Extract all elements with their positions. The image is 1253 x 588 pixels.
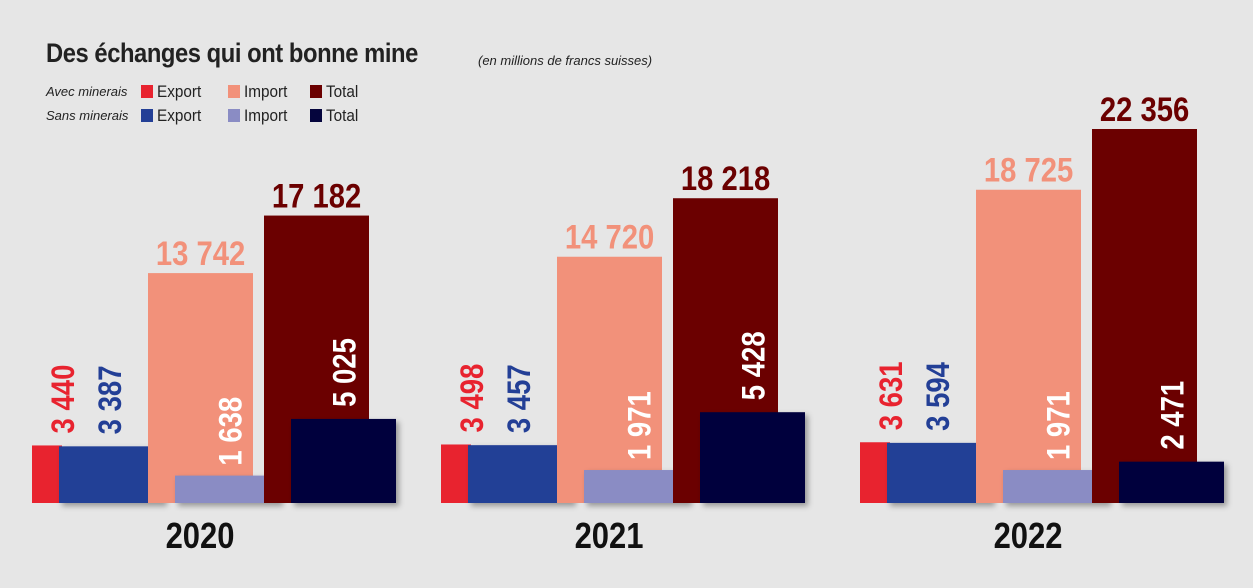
legend-swatch-sans-total [310,109,322,122]
bar-sans-total-2021 [700,412,805,503]
label-sans-import-2022: 1 971 [1042,391,1077,460]
year-label-2022: 2022 [994,517,1063,557]
label-sans-export-2020: 3 387 [93,365,128,434]
chart-subtitle: (en millions de francs suisses) [478,53,653,68]
bar-avec-export-2020 [32,445,62,503]
label-sans-total-2022: 2 471 [1156,381,1191,450]
label-sans-import-2021: 1 971 [623,391,658,460]
year-label-2020: 2020 [166,517,235,557]
bar-avec-import-2022 [976,189,1081,503]
label-avec-export-2022: 3 631 [874,361,909,430]
legend-label-avec-total: Total [326,82,359,101]
label-avec-import-2020: 13 742 [156,234,245,273]
legend-label-avec-export: Export [157,82,202,101]
label-avec-total-2020: 17 182 [272,176,361,215]
legend-group-label-avec: Avec minerais [46,84,128,99]
chart-title: Des échanges qui ont bonne mine [46,38,418,68]
bar-sans-export-2022 [887,442,992,503]
label-avec-import-2022: 18 725 [984,151,1073,190]
label-avec-export-2021: 3 498 [455,364,490,433]
bar-avec-import-2021 [557,256,662,503]
legend-swatch-avec-export [141,85,153,98]
legend-swatch-sans-export [141,109,153,122]
bar-sans-total-2020 [291,418,396,503]
label-avec-total-2021: 18 218 [681,159,770,198]
title-row: Des échanges qui ont bonne mine (en mill… [46,38,652,69]
year-label-2021: 2021 [575,517,644,557]
label-avec-export-2020: 3 440 [46,365,81,434]
legend-label-sans-export: Export [157,106,202,125]
bar-sans-export-2021 [468,445,573,503]
bar-sans-import-2021 [584,470,689,503]
bar-sans-import-2022 [1003,470,1108,503]
bar-avec-export-2021 [441,444,471,503]
legend-group-label-sans: Sans minerais [46,108,129,123]
legend-swatch-avec-import [228,85,240,98]
bar-avec-total-2022 [1092,129,1197,503]
bar-avec-export-2022 [860,442,890,503]
label-sans-total-2020: 5 025 [328,338,363,407]
legend-swatch-sans-import [228,109,240,122]
label-sans-export-2021: 3 457 [502,364,537,433]
bar-sans-total-2022 [1119,461,1224,503]
legend-label-sans-import: Import [244,106,288,125]
bar-avec-import-2020 [148,273,253,503]
label-sans-total-2021: 5 428 [737,331,772,400]
label-avec-import-2021: 14 720 [565,218,654,257]
bar-sans-export-2020 [59,446,164,503]
legend-label-sans-total: Total [326,106,359,125]
label-sans-export-2022: 3 594 [921,362,956,431]
label-avec-total-2022: 22 356 [1100,90,1189,129]
bar-sans-import-2020 [175,475,280,503]
legend-swatch-avec-total [310,85,322,98]
legend-label-avec-import: Import [244,82,288,101]
label-sans-import-2020: 1 638 [214,397,249,466]
